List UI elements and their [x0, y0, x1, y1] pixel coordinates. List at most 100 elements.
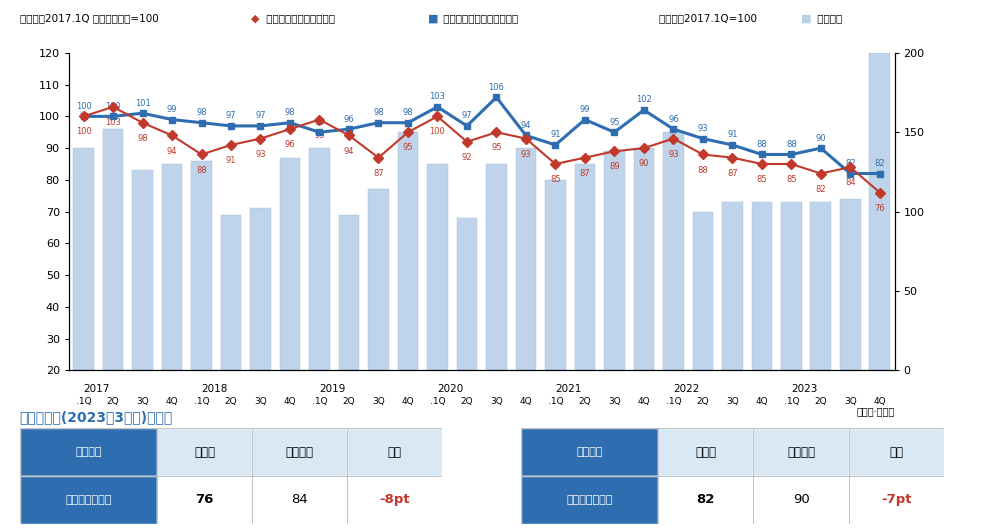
Text: 101: 101: [135, 98, 150, 107]
Text: 90: 90: [816, 133, 826, 142]
Bar: [692, 212, 714, 370]
Text: 2Q: 2Q: [815, 397, 827, 406]
Text: 平均销售: 平均销售: [576, 448, 603, 457]
Bar: [132, 170, 153, 370]
Text: 103: 103: [430, 92, 445, 101]
Text: 98: 98: [374, 108, 383, 117]
Text: 97: 97: [462, 111, 472, 120]
Text: 2023: 2023: [791, 384, 818, 394]
Bar: [848, 428, 944, 476]
Text: 2017: 2017: [84, 384, 110, 394]
Text: ◆: ◆: [251, 13, 260, 23]
Bar: [659, 476, 753, 524]
Text: 变化: 变化: [890, 446, 903, 459]
Bar: [521, 428, 659, 476]
Text: 2020: 2020: [437, 384, 464, 394]
Text: 3Q: 3Q: [844, 397, 856, 406]
Text: 82: 82: [875, 159, 885, 168]
Text: 本财年: 本财年: [194, 446, 215, 459]
Text: 2021: 2021: [555, 384, 582, 394]
Bar: [753, 476, 848, 524]
Text: 94: 94: [344, 147, 354, 156]
Bar: [574, 164, 596, 370]
Bar: [810, 202, 831, 370]
Text: -8pt: -8pt: [379, 494, 410, 506]
Text: 102: 102: [636, 95, 652, 104]
Text: 4Q: 4Q: [284, 397, 296, 406]
Text: ■: ■: [801, 13, 812, 23]
Text: 平均成交表面投资报酬率: 平均成交表面投资报酬率: [263, 13, 335, 23]
Text: 4Q: 4Q: [166, 397, 178, 406]
Text: 与上一财年(2023第3季度)的比较: 与上一财年(2023第3季度)的比较: [20, 410, 173, 424]
Text: 4Q: 4Q: [756, 397, 768, 406]
Text: 2022: 2022: [673, 384, 700, 394]
Bar: [397, 132, 418, 370]
Bar: [20, 428, 157, 476]
Text: 3Q: 3Q: [608, 397, 620, 406]
Text: 91: 91: [727, 130, 737, 139]
Text: 103: 103: [105, 118, 121, 127]
Bar: [157, 476, 252, 524]
Bar: [161, 164, 183, 370]
Text: 99: 99: [167, 105, 177, 114]
Text: 成交量）: 成交量）: [814, 13, 842, 23]
Bar: [157, 428, 252, 476]
Text: 平均销售表面投资报酬率）: 平均销售表面投资报酬率）: [440, 13, 519, 23]
Text: 100: 100: [105, 102, 121, 111]
Bar: [663, 132, 684, 370]
Bar: [252, 428, 347, 476]
Text: 85: 85: [786, 175, 796, 184]
Bar: [74, 148, 94, 370]
Text: 93: 93: [521, 150, 531, 159]
Text: 95: 95: [492, 143, 501, 152]
Bar: [20, 476, 157, 524]
Text: .1Q: .1Q: [194, 397, 209, 406]
Bar: [368, 189, 388, 370]
Text: （年度·季度）: （年度·季度）: [856, 406, 895, 416]
Bar: [250, 208, 271, 370]
Text: 98: 98: [138, 134, 147, 143]
Text: 106: 106: [489, 83, 504, 92]
Text: 4Q: 4Q: [638, 397, 650, 406]
Text: 88: 88: [197, 166, 206, 175]
Bar: [869, 53, 890, 370]
Text: 93: 93: [668, 150, 678, 159]
Text: 2Q: 2Q: [579, 397, 591, 406]
Text: 90: 90: [792, 494, 809, 506]
Bar: [279, 158, 301, 370]
Text: 96: 96: [668, 114, 678, 123]
Text: 89: 89: [609, 162, 619, 171]
Bar: [347, 476, 442, 524]
Text: 93: 93: [698, 124, 708, 133]
Text: 85: 85: [757, 175, 767, 184]
Text: .1Q: .1Q: [783, 397, 799, 406]
Text: 93: 93: [256, 150, 265, 159]
Text: 4Q: 4Q: [520, 397, 532, 406]
Text: 2018: 2018: [202, 384, 228, 394]
Text: 上一财年: 上一财年: [286, 446, 314, 459]
Bar: [252, 476, 347, 524]
Text: 95: 95: [315, 117, 324, 126]
Text: 2Q: 2Q: [343, 397, 355, 406]
Text: 100: 100: [76, 102, 91, 111]
Text: 95: 95: [609, 117, 619, 126]
Text: 100: 100: [430, 127, 445, 136]
Text: .1Q: .1Q: [312, 397, 327, 406]
Text: 91: 91: [226, 156, 236, 165]
Text: 3Q: 3Q: [726, 397, 738, 406]
Text: 88: 88: [757, 140, 767, 149]
Text: 2Q: 2Q: [107, 397, 119, 406]
Bar: [839, 199, 860, 370]
Text: 98: 98: [197, 108, 206, 117]
Text: 76: 76: [196, 494, 213, 506]
Bar: [659, 428, 753, 476]
Bar: [486, 164, 507, 370]
Bar: [427, 164, 447, 370]
Text: 94: 94: [521, 121, 531, 130]
Text: -7pt: -7pt: [881, 494, 911, 506]
Bar: [781, 202, 802, 370]
Text: 2Q: 2Q: [461, 397, 473, 406]
Text: 3Q: 3Q: [137, 397, 148, 406]
Bar: [456, 218, 477, 370]
Text: 100: 100: [76, 127, 91, 136]
